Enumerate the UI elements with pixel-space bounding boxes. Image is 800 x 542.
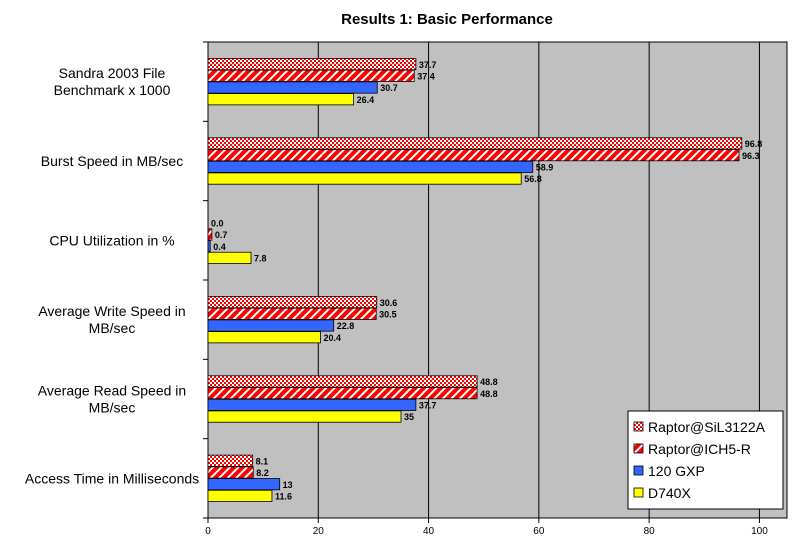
x-tick-label: 80 [644, 526, 656, 537]
data-label: 35 [404, 412, 414, 422]
category-label: Sandra 2003 File [59, 65, 166, 81]
bar [207, 410, 402, 423]
data-label: 37.7 [419, 401, 437, 411]
legend-entry: D740X [648, 485, 691, 501]
data-label: 58.9 [536, 163, 554, 173]
legend-box [627, 410, 784, 510]
bar [207, 466, 254, 479]
category-label: CPU Utilization in % [49, 232, 174, 248]
legend-swatch [633, 487, 644, 498]
x-tick-label: 60 [533, 526, 545, 537]
legend-entry: Raptor@SiL3122A [648, 419, 766, 435]
category-label: MB/sec [89, 320, 136, 336]
bar [207, 307, 377, 320]
x-tick-label: 100 [751, 526, 768, 537]
bar [207, 149, 740, 162]
category-label: Access Time in Milliseconds [25, 470, 199, 486]
data-label: 48.8 [480, 377, 498, 387]
chart-title: Results 1: Basic Performance [341, 11, 553, 28]
data-label: 0.4 [213, 242, 226, 252]
legend-entry: 120 GXP [648, 463, 705, 479]
bar [207, 93, 354, 106]
data-label: 13 [283, 480, 293, 490]
bar [207, 331, 321, 344]
bar [207, 478, 281, 491]
data-label: 22.8 [337, 321, 355, 331]
x-tick-label: 20 [313, 526, 325, 537]
data-label: 37.7 [419, 60, 437, 70]
category-label: Burst Speed in MB/sec [41, 153, 183, 169]
data-label: 96.3 [742, 151, 760, 161]
category-label: Average Read Speed in [38, 383, 186, 399]
category-label: MB/sec [89, 400, 136, 416]
data-label: 26.4 [357, 95, 375, 105]
legend-entry: Raptor@ICH5-R [648, 441, 751, 457]
bar [207, 137, 743, 150]
bar [207, 240, 211, 253]
bar [207, 319, 335, 332]
category-label: Benchmark x 1000 [54, 82, 171, 98]
bar [207, 58, 417, 71]
bar [207, 172, 522, 185]
bar [207, 489, 273, 502]
data-label: 8.2 [256, 468, 269, 478]
data-label: 0.7 [215, 230, 228, 240]
bar [207, 251, 252, 264]
data-label: 0.0 [211, 218, 224, 228]
data-label: 30.7 [380, 83, 398, 93]
bar [207, 387, 478, 400]
bar [207, 81, 378, 94]
data-label: 7.8 [254, 254, 267, 264]
data-label: 56.8 [524, 174, 542, 184]
data-label: 8.1 [256, 456, 269, 466]
data-label: 11.6 [275, 492, 292, 502]
data-label: 30.6 [380, 298, 398, 308]
data-label: 96.8 [745, 139, 763, 149]
bar [207, 375, 478, 388]
data-label: 30.5 [379, 309, 397, 319]
data-label: 20.4 [323, 333, 341, 343]
legend-swatch [633, 465, 644, 476]
data-label: 48.8 [480, 389, 498, 399]
bar [207, 69, 415, 82]
bar [207, 296, 378, 309]
bar [207, 398, 417, 411]
legend-swatch [633, 443, 644, 454]
x-tick-label: 40 [423, 526, 435, 537]
x-tick-label: 0 [205, 526, 211, 537]
data-label: 37.4 [417, 71, 435, 81]
bar [207, 228, 213, 241]
bar [207, 454, 254, 467]
category-label: Average Write Speed in [38, 303, 185, 319]
legend-swatch [633, 421, 644, 432]
bar [207, 160, 534, 173]
